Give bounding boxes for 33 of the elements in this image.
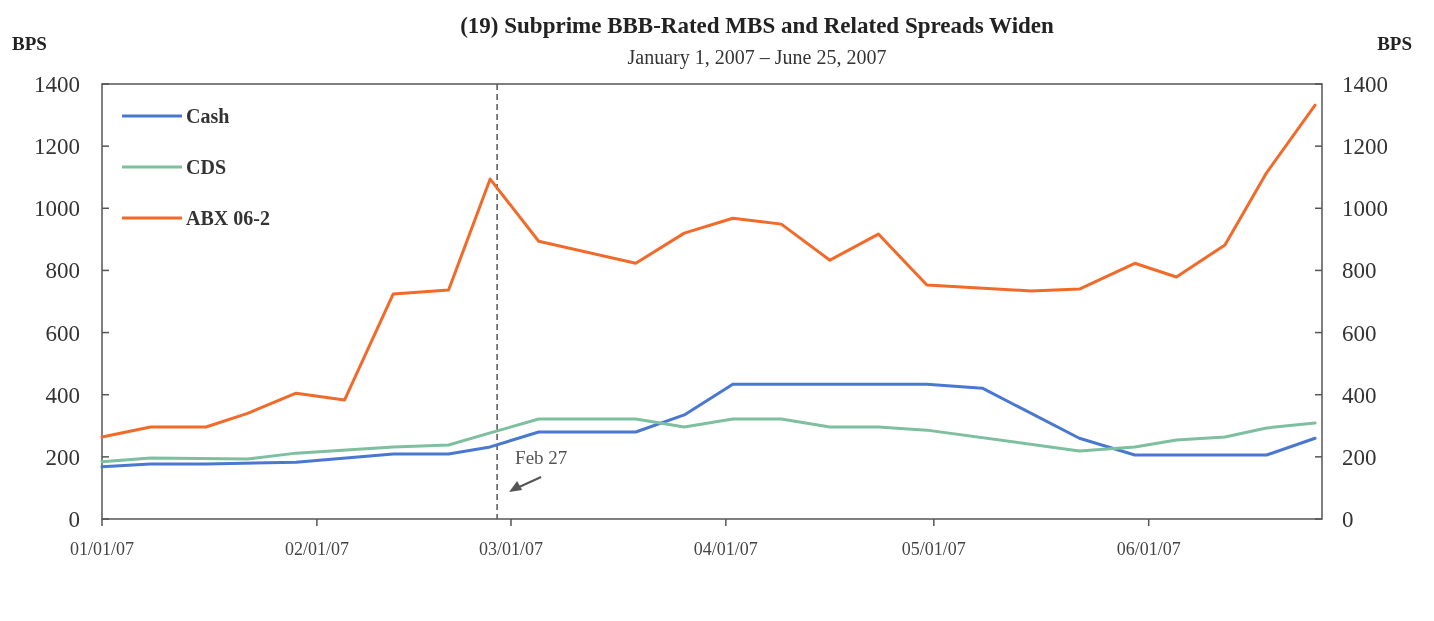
- y-axis-title: BPS: [12, 33, 47, 54]
- y2-tick-label: 600: [1342, 320, 1377, 346]
- y2-tick-label: 0: [1342, 507, 1354, 533]
- line-series: [100, 382, 1317, 469]
- y2-axis-title: BPS: [1377, 33, 1412, 54]
- y-tick-label: 600: [45, 320, 80, 346]
- y2-tick-label: 400: [1342, 382, 1377, 408]
- chart-title: (19) Subprime BBB-Rated MBS and Related Spreads Widen: [460, 13, 1055, 38]
- x-tick-label: 02/01/07: [284, 539, 349, 559]
- y-tick-label: 0: [68, 507, 80, 533]
- x-tick-label: 05/01/07: [901, 539, 966, 559]
- legend-label: CDS: [186, 156, 227, 178]
- line-series: [100, 103, 1317, 439]
- y-tick-label: 1200: [34, 134, 80, 160]
- x-tick-label: 04/01/07: [693, 539, 758, 559]
- y-tick-label: 800: [45, 258, 80, 284]
- ref-line-label: Feb 27: [515, 447, 568, 468]
- y2-tick-label: 200: [1342, 444, 1377, 470]
- x-tick-label: 06/01/07: [1116, 539, 1181, 559]
- x-tick-label: 01/01/07: [69, 539, 135, 559]
- y-tick-label: 1000: [34, 196, 80, 222]
- legend-label: Cash: [186, 105, 230, 127]
- line-series: [100, 417, 1317, 464]
- x-tick-label: 03/01/07: [478, 539, 543, 559]
- y-tick-label: 400: [45, 382, 80, 408]
- legend-label: ABX 06-2: [186, 207, 270, 229]
- y2-tick-label: 1200: [1342, 134, 1388, 160]
- chart-subtitle: January 1, 2007 – June 25, 2007: [627, 46, 887, 69]
- y-tick-label: 1400: [34, 72, 80, 98]
- y2-tick-label: 1000: [1342, 196, 1388, 222]
- y2-tick-label: 1400: [1342, 72, 1388, 98]
- y2-tick-label: 800: [1342, 258, 1377, 284]
- y-tick-label: 200: [45, 444, 80, 470]
